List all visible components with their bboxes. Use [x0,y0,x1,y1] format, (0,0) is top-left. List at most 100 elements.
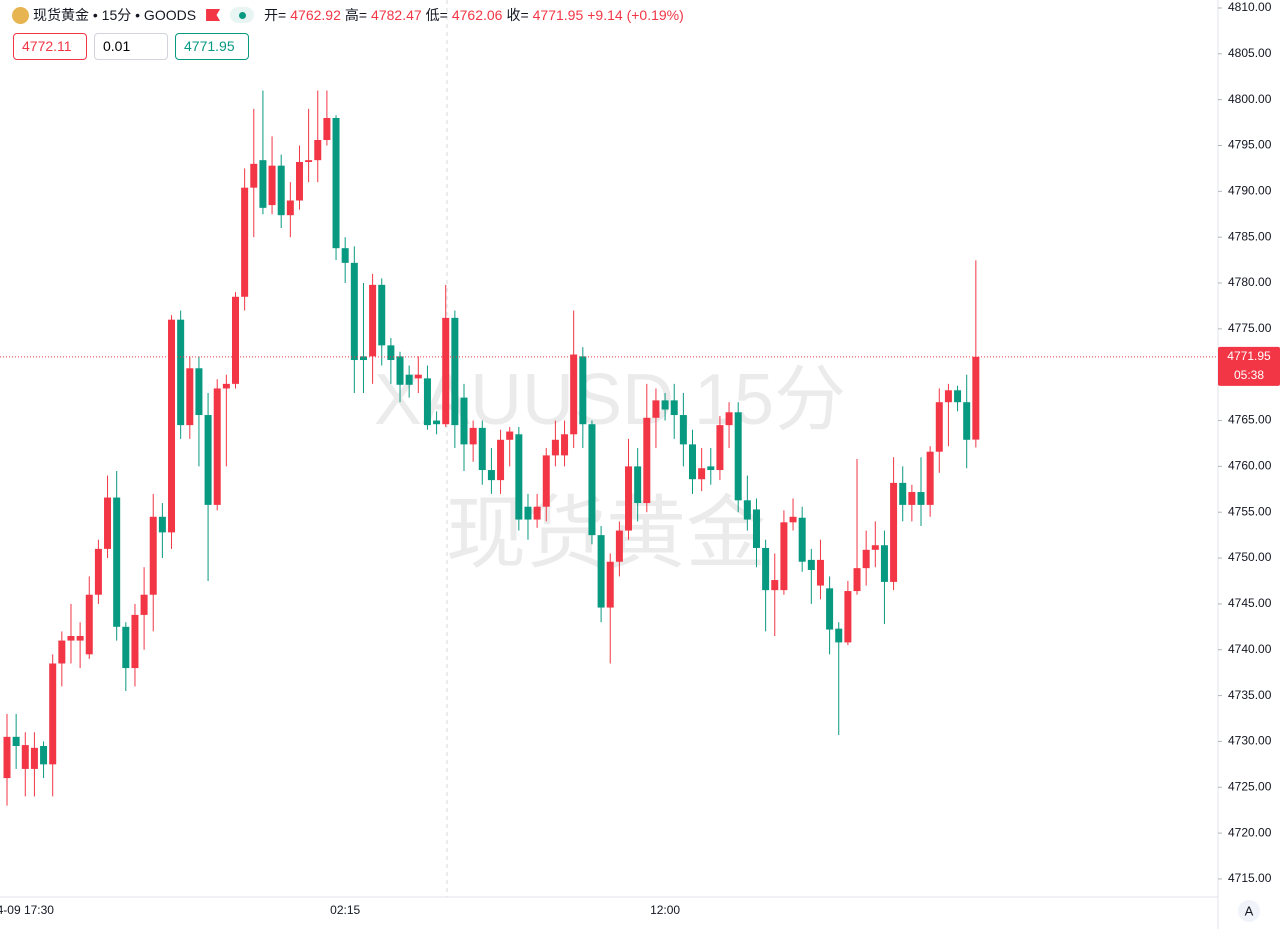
visibility-icon[interactable] [230,7,255,23]
candle-body [497,439,505,481]
candle-body [314,139,322,161]
candle-body [963,402,971,440]
candle-body [30,747,38,769]
candle-body [405,374,413,385]
candle-body [972,356,980,440]
buy-box[interactable]: 4771.95 [175,33,249,60]
candle-body [944,390,952,403]
y-tick-label: 4805.00 [1228,46,1272,60]
candle-body [305,160,313,162]
candle-body [277,165,285,216]
plot [3,90,980,806]
ohlc-label: 高= [344,7,368,23]
candle-body [49,663,57,765]
candle-body [414,374,422,379]
auto-scale-button[interactable] [1238,900,1260,922]
candle-body [350,262,358,361]
candle-body [908,492,916,505]
auto-scale-label[interactable]: A [1245,903,1254,918]
candle-body [561,434,569,456]
candle-body [816,559,824,586]
spread-box[interactable]: 0.01 [94,33,168,60]
candle-body [926,451,934,505]
candle-body [67,635,75,641]
candle-body [698,468,706,480]
candle-body [460,397,468,445]
countdown-label: 05:38 [1234,368,1264,382]
candle-body [725,412,733,426]
y-tick-label: 4775.00 [1228,321,1272,335]
quote-boxes: 4772.11 0.01 4771.95 [13,33,249,60]
ohlc-value: 4762.06 [451,7,503,23]
candle-body [104,497,112,549]
candle-body [478,427,486,471]
sell-box[interactable]: 4772.11 [13,33,87,60]
candle-body [259,160,267,208]
candle-body [58,640,66,664]
candle-body [862,549,870,569]
candle-body [652,400,660,418]
candle-body [954,390,962,403]
candle-body [798,517,806,562]
candle-body [113,497,121,627]
candle-body [21,745,29,769]
y-tick-label: 4785.00 [1228,229,1272,243]
y-tick-label: 4765.00 [1228,413,1272,427]
candle-body [570,354,578,435]
ohlc-value: 4762.92 [290,7,341,23]
candle-body [149,516,157,595]
candle-body [542,455,550,507]
candle-body [158,516,166,533]
y-tick-label: 4760.00 [1228,459,1272,473]
candle-body [634,466,642,504]
ohlc-label: 收= [506,7,529,23]
candle-body [341,248,349,263]
candle-body [250,163,258,188]
candle-body [835,628,843,643]
candle-body [853,568,861,592]
y-tick-label: 4780.00 [1228,275,1272,289]
candle-body [204,415,212,505]
flag-icon[interactable] [206,9,221,21]
candle-body [168,319,176,533]
candle-body [487,470,495,481]
candle-body [734,412,742,501]
y-tick-label: 4810.00 [1228,0,1272,14]
ohlc-value: 4771.95 [532,7,584,23]
candle-body [359,356,367,361]
candle-body [387,345,395,361]
candle-body [880,545,888,582]
candle-body [12,736,20,747]
ohlc-value: 4782.47 [371,7,422,23]
candle-body [588,424,596,536]
candle-body [506,431,514,440]
y-tick-label: 4790.00 [1228,184,1272,198]
y-tick-label: 4740.00 [1228,642,1272,656]
change: +9.14 (+0.19%) [587,7,684,23]
candle-body [524,506,532,520]
candle-body [442,317,450,425]
candle-body [323,117,331,140]
candle-body [844,591,852,643]
candle-body [94,548,102,595]
candle-body [286,200,294,216]
candle-body [268,165,276,206]
symbol-title[interactable]: 现货黄金 • 15分 • GOODS [33,7,197,23]
y-tick-label: 4750.00 [1228,550,1272,564]
candle-body [762,547,770,591]
candle-body [232,296,239,384]
candle-body [122,626,130,669]
candle-body [423,378,431,426]
candle-body [451,317,459,426]
candle-body [177,319,185,426]
candle-body [752,509,760,548]
candle-body [369,284,377,357]
candle-body [771,580,779,591]
candle-body [707,466,715,471]
x-tick-label: 12:00 [650,903,680,917]
candle-body [935,402,943,452]
candle-body [433,420,441,425]
candle-body [606,561,614,608]
candle-body [295,161,303,201]
